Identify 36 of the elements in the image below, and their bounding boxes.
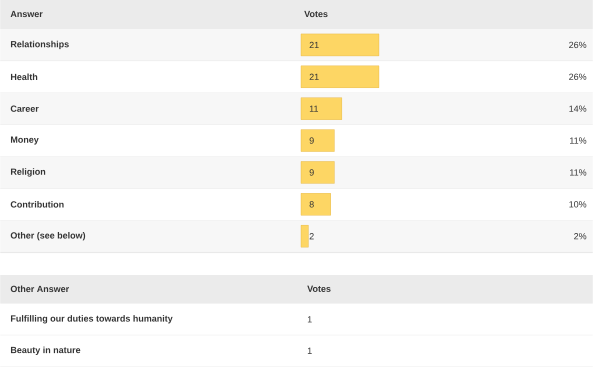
y-tick-label: Religion [10, 168, 46, 177]
text: 1 [308, 348, 312, 354]
bar [300, 98, 342, 120]
data-label: 2 [310, 233, 314, 240]
bar [300, 161, 335, 184]
text: 26% [569, 42, 586, 48]
y-tick-label: Health [10, 74, 38, 80]
data-label: 11 [310, 106, 318, 112]
text: 1 [308, 316, 312, 323]
text: 2% [574, 233, 586, 240]
text: Votes [307, 286, 331, 292]
y-tick-label: Career [10, 106, 39, 112]
y-tick-label: Other (see below) [10, 232, 86, 241]
data-label: 9 [310, 138, 314, 144]
bar [300, 130, 335, 152]
bar [300, 225, 309, 248]
y-tick-label: Money [10, 136, 39, 145]
text: Other Answer [10, 286, 69, 292]
data-label: 9 [310, 169, 314, 176]
data-label: 21 [310, 74, 319, 80]
text: 14% [569, 106, 586, 112]
text: Fulfilling our duties towards humanity [10, 315, 173, 324]
text: 11% [570, 169, 586, 176]
bar [300, 34, 380, 56]
text: Beauty in nature [10, 346, 80, 356]
data-label: 8 [310, 201, 314, 208]
text: 11% [570, 138, 586, 144]
data-label: 21 [310, 42, 319, 48]
bar [300, 66, 380, 88]
y-tick-label: Contribution [10, 201, 64, 208]
bar [300, 193, 331, 216]
text: 10% [569, 201, 586, 208]
y-axis-title: Answer [10, 11, 43, 18]
x-axis-title: Votes [304, 11, 328, 18]
y-tick-label: Relationships [10, 40, 69, 50]
text: 26% [569, 74, 586, 80]
